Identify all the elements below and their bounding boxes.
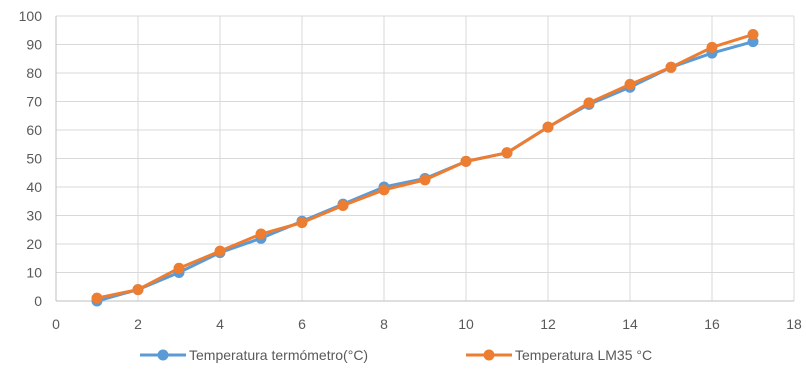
data-point bbox=[91, 292, 103, 304]
data-point bbox=[132, 284, 144, 296]
y-tick-label: 90 bbox=[26, 37, 42, 53]
x-tick-label: 10 bbox=[458, 316, 474, 332]
legend-item-2: Temperatura LM35 °C bbox=[466, 347, 652, 363]
x-tick-label: 4 bbox=[216, 316, 224, 332]
x-tick-label: 8 bbox=[380, 316, 388, 332]
series-2 bbox=[91, 29, 759, 304]
data-point bbox=[214, 245, 226, 257]
data-point bbox=[173, 262, 185, 274]
legend-label: Temperatura termómetro(°C) bbox=[189, 347, 368, 363]
series-1 bbox=[91, 36, 759, 307]
y-tick-label: 80 bbox=[26, 65, 42, 81]
series-layer bbox=[91, 29, 759, 307]
x-axis-ticks: 0 2 4 6 8 10 12 14 16 18 bbox=[52, 316, 802, 332]
y-tick-label: 20 bbox=[26, 236, 42, 252]
data-point bbox=[419, 174, 431, 186]
x-tick-label: 2 bbox=[134, 316, 142, 332]
data-point bbox=[378, 184, 390, 196]
axes bbox=[55, 16, 794, 302]
x-tick-label: 18 bbox=[786, 316, 802, 332]
x-tick-label: 12 bbox=[540, 316, 556, 332]
x-tick-label: 0 bbox=[52, 316, 60, 332]
x-tick-label: 6 bbox=[298, 316, 306, 332]
data-point bbox=[501, 147, 513, 159]
x-tick-label: 14 bbox=[622, 316, 638, 332]
data-point bbox=[583, 97, 595, 109]
y-tick-label: 50 bbox=[26, 151, 42, 167]
legend-marker bbox=[483, 349, 495, 361]
data-point bbox=[747, 29, 759, 41]
y-tick-label: 70 bbox=[26, 94, 42, 110]
y-tick-label: 40 bbox=[26, 179, 42, 195]
data-point bbox=[624, 78, 636, 90]
legend: Temperatura termómetro(°C) Temperatura LM… bbox=[140, 347, 652, 363]
legend-label: Temperatura LM35 °C bbox=[515, 347, 652, 363]
data-point bbox=[706, 41, 718, 53]
data-point bbox=[542, 121, 554, 133]
data-point bbox=[337, 200, 349, 212]
legend-item-1: Temperatura termómetro(°C) bbox=[140, 347, 368, 363]
y-axis-ticks: 0 10 20 30 40 50 60 70 80 90 100 bbox=[19, 8, 43, 309]
data-point bbox=[665, 61, 677, 73]
data-point bbox=[296, 217, 308, 229]
y-tick-label: 60 bbox=[26, 122, 42, 138]
data-point bbox=[255, 228, 267, 240]
y-tick-label: 30 bbox=[26, 208, 42, 224]
legend-marker bbox=[157, 349, 169, 361]
x-tick-label: 16 bbox=[704, 316, 720, 332]
data-point bbox=[460, 155, 472, 167]
grid-lines bbox=[56, 15, 795, 301]
y-tick-label: 100 bbox=[19, 8, 43, 24]
y-tick-label: 0 bbox=[34, 293, 42, 309]
series-line bbox=[96, 33, 754, 300]
y-tick-label: 10 bbox=[26, 265, 42, 281]
